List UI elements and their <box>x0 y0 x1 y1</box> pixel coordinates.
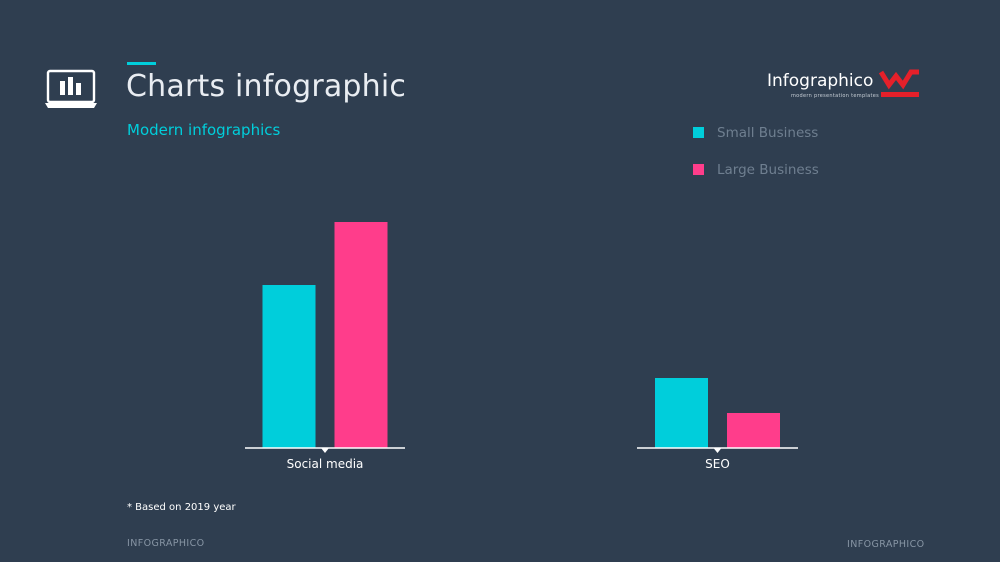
legend-swatch <box>693 127 704 138</box>
footer-right-brand: INFOGRAPHICO <box>847 539 925 550</box>
legend-item: Large Business <box>693 161 819 178</box>
infographico-w-logo-icon <box>879 69 919 97</box>
category-label: SEO <box>705 457 730 471</box>
brand-name: Infographico <box>767 71 874 91</box>
laptop-bar-chart-icon <box>45 69 97 108</box>
title-accent-line <box>127 62 156 65</box>
bar-large-business <box>727 413 780 448</box>
bar-large-business <box>334 222 388 448</box>
category-label: Social media <box>287 457 364 471</box>
legend-label: Large Business <box>717 161 819 178</box>
legend-item: Small Business <box>693 124 819 141</box>
page-subtitle: Modern infographics <box>127 121 281 139</box>
footer-left-brand: INFOGRAPHICO <box>127 538 205 549</box>
brand-tagline: modern presentation templates <box>791 93 880 99</box>
bar-small-business <box>262 285 316 448</box>
axis-pointer <box>713 448 722 453</box>
bar-small-business <box>655 378 708 448</box>
axis-pointer <box>321 448 329 453</box>
chart-legend: Small Business Large Business <box>693 124 819 198</box>
legend-label: Small Business <box>717 124 819 141</box>
legend-swatch <box>693 164 704 175</box>
footnote: * Based on 2019 year <box>127 502 236 513</box>
page-title: Charts infographic <box>126 69 407 104</box>
